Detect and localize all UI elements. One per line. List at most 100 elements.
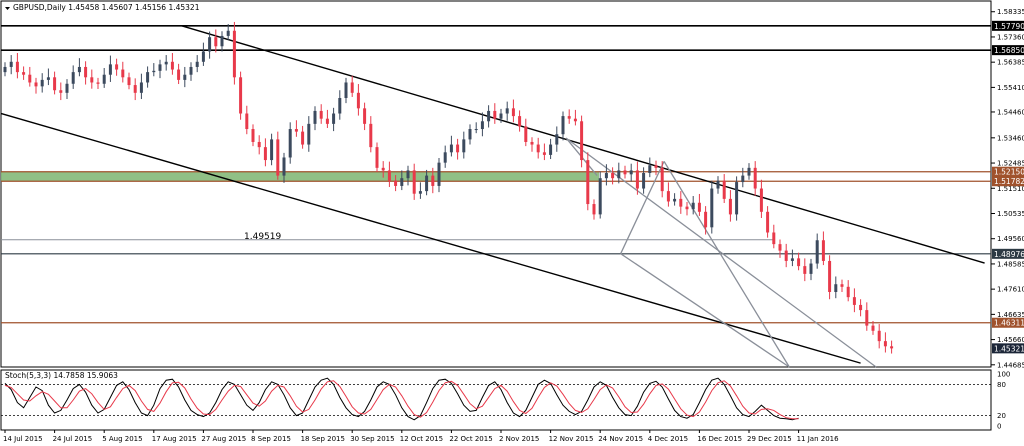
- candle-body: [127, 77, 131, 86]
- chart-title: GBPUSD,Daily 1.45458 1.45607 1.45156 1.4…: [13, 3, 200, 12]
- level-price-tag-bg: [992, 166, 1024, 177]
- candle-body: [400, 178, 404, 186]
- candle-body: [617, 170, 621, 179]
- candle-body: [852, 297, 856, 305]
- candle-body: [3, 66, 7, 73]
- level-price-tag: 1.57790: [994, 22, 1024, 31]
- candle-body: [642, 173, 646, 189]
- candle-body: [524, 126, 528, 142]
- inner-channel-rise-line: [620, 161, 665, 254]
- main-plot-frame: [0, 0, 992, 368]
- candle-body: [542, 152, 546, 155]
- x-tick-label: 17 Aug 2015: [152, 435, 197, 443]
- candle-body: [592, 204, 596, 215]
- candle-body: [753, 167, 757, 189]
- x-tick-label: 16 Dec 2015: [697, 435, 742, 443]
- level-price-tag-bg: [992, 248, 1024, 259]
- x-tick-label: 22 Oct 2015: [449, 435, 492, 443]
- candle-body: [784, 250, 788, 261]
- candle-body: [629, 170, 633, 175]
- candle-body: [387, 170, 391, 181]
- candle-body: [53, 77, 57, 91]
- candle-body: [840, 284, 844, 287]
- candle-body: [778, 244, 782, 251]
- chart-menu-icon[interactable]: [5, 7, 10, 10]
- candle-body: [170, 61, 174, 70]
- candle-body: [65, 83, 69, 93]
- y-tick-label: 1.49560: [997, 235, 1024, 243]
- candle-body: [505, 108, 509, 114]
- candle-body: [406, 170, 410, 179]
- candle-body: [635, 170, 639, 189]
- level-price-tag: 1.56850: [994, 46, 1024, 55]
- chart-title-group[interactable]: GBPUSD,Daily 1.45458 1.45607 1.45156 1.4…: [5, 3, 200, 12]
- candle-body: [586, 160, 590, 205]
- candle-body: [201, 51, 205, 62]
- candle-body: [381, 167, 385, 171]
- x-tick-label: 30 Sep 2015: [350, 435, 394, 443]
- candle-body: [90, 77, 94, 83]
- candle-body: [865, 310, 869, 326]
- x-tick-label: 29 Dec 2015: [747, 435, 792, 443]
- candle-body: [691, 202, 695, 210]
- candle-body: [344, 82, 348, 98]
- x-tick-label: 4 Dec 2015: [648, 435, 688, 443]
- candle-body: [102, 74, 106, 84]
- candle-body: [338, 97, 342, 114]
- y-tick-label: 1.48585: [997, 260, 1024, 268]
- stoch-y-tick-label: 100: [997, 371, 1010, 379]
- candle-body: [418, 191, 422, 194]
- x-tick-label: 27 Aug 2015: [201, 435, 246, 443]
- level-price-tag: 1.51782: [994, 177, 1024, 186]
- candle-body: [350, 82, 354, 93]
- candle-body: [803, 266, 807, 274]
- candle-body: [28, 74, 32, 83]
- candle-body: [59, 90, 63, 93]
- y-tick-label: 1.46635: [997, 311, 1024, 319]
- y-tick-label: 1.51510: [997, 185, 1024, 193]
- annotation-level-label: 1.49519: [244, 232, 281, 242]
- candle-body: [549, 144, 553, 155]
- candle-body: [766, 211, 770, 233]
- candle-body: [623, 170, 627, 175]
- y-tick-label: 1.55410: [997, 84, 1024, 92]
- candles-layer: [3, 21, 894, 354]
- candle-body: [226, 30, 230, 36]
- candle-body: [449, 144, 453, 153]
- stoch-y-tick-label: 80: [997, 381, 1006, 389]
- candle-body: [301, 131, 305, 145]
- candle-body: [232, 30, 236, 78]
- candle-body: [319, 110, 323, 119]
- candle-body: [251, 129, 255, 142]
- candle-body: [716, 180, 720, 189]
- current-price-tag: 1.45321: [994, 344, 1024, 353]
- candle-body: [604, 173, 608, 179]
- candle-body: [474, 129, 478, 131]
- candle-body: [332, 113, 336, 124]
- candle-body: [307, 123, 311, 145]
- candle-body: [660, 167, 664, 192]
- candle-body: [518, 116, 522, 127]
- candle-body: [239, 77, 243, 114]
- candle-body: [679, 198, 683, 207]
- level-price-tag: 1.46311: [994, 319, 1024, 328]
- x-tick-label: 18 Sep 2015: [301, 435, 345, 443]
- candle-body: [34, 82, 38, 87]
- level-price-tag: 1.52150: [994, 168, 1024, 177]
- candle-body: [654, 165, 658, 168]
- candle-body: [152, 70, 156, 73]
- candle-body: [536, 144, 540, 153]
- level-price-tag-bg: [992, 317, 1024, 328]
- x-tick-label: 24 Nov 2015: [598, 435, 643, 443]
- candle-body: [561, 116, 565, 135]
- level-price-tag-bg: [992, 45, 1024, 56]
- candle-body: [276, 139, 280, 176]
- candle-body: [790, 258, 794, 261]
- candle-body: [859, 304, 863, 311]
- level-price-tag: 1.48976: [994, 250, 1024, 259]
- candle-body: [710, 188, 714, 228]
- candle-body: [133, 85, 137, 93]
- y-tick-label: 1.56385: [997, 59, 1024, 67]
- candle-body: [394, 180, 398, 186]
